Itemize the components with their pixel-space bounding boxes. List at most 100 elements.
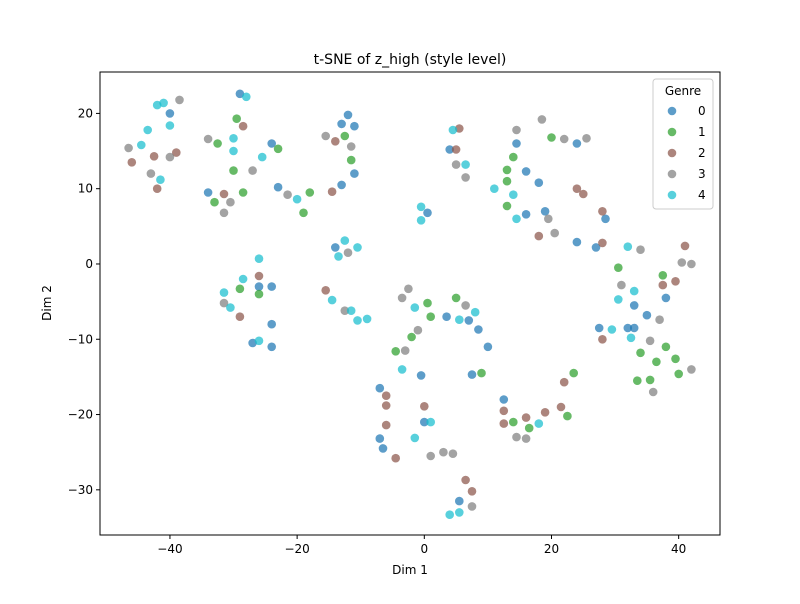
legend-title: Genre	[665, 84, 701, 98]
data-point-genre-4	[229, 146, 238, 156]
data-point-genre-4	[490, 184, 499, 193]
x-tick-label: 20	[544, 542, 559, 556]
data-point-genre-2	[540, 408, 550, 417]
data-point-genre-1	[645, 375, 655, 385]
data-point-genre-0	[540, 207, 550, 216]
data-point-genre-0	[337, 180, 346, 190]
data-point-genre-2	[327, 187, 337, 196]
data-point-genre-3	[582, 134, 591, 143]
data-point-genre-0	[375, 434, 385, 443]
data-point-genre-0	[416, 371, 426, 380]
data-point-genre-0	[483, 342, 493, 352]
data-point-genre-4	[257, 152, 267, 162]
legend-marker-genre-0	[667, 106, 677, 116]
x-tick-label: −40	[157, 542, 182, 556]
data-point-genre-2	[598, 238, 607, 248]
data-point-genre-2	[381, 391, 391, 401]
data-point-genre-4	[416, 216, 426, 225]
y-tick-label: 10	[78, 182, 93, 196]
data-point-genre-4	[410, 303, 420, 312]
legend-entries: 0 1 2 3 4	[667, 104, 706, 202]
data-point-genre-3	[467, 502, 477, 511]
x-tick-label: 40	[671, 542, 686, 556]
data-point-genre-2	[451, 145, 461, 154]
data-point-genre-2	[127, 158, 137, 167]
data-point-genre-3	[203, 134, 213, 144]
data-point-genre-1	[235, 284, 245, 294]
data-point-genre-2	[219, 189, 229, 199]
plot-frame	[99, 71, 721, 536]
data-point-genre-3	[645, 336, 655, 346]
data-point-genre-2	[381, 401, 391, 410]
data-point-genre-1	[502, 165, 512, 175]
data-point-genre-4	[362, 314, 372, 324]
data-point-genre-3	[687, 259, 696, 269]
data-point-genre-1	[509, 417, 518, 427]
data-point-genre-2	[680, 241, 690, 251]
data-point-genre-2	[499, 406, 509, 416]
data-point-genre-1	[426, 312, 436, 322]
data-point-genre-2	[499, 419, 509, 428]
data-point-genre-4	[607, 325, 617, 334]
plot-area	[100, 72, 720, 535]
data-point-genre-1	[563, 411, 572, 421]
y-tick-label: −10	[68, 332, 93, 346]
data-point-genre-2	[172, 148, 181, 157]
data-point-genre-2	[598, 207, 607, 216]
data-point-genre-1	[547, 133, 556, 142]
data-point-genre-0	[445, 145, 455, 154]
data-point-genre-3	[461, 301, 470, 310]
data-point-genre-3	[404, 284, 413, 294]
data-point-genre-2	[331, 137, 340, 146]
data-point-genre-0	[267, 139, 277, 148]
data-point-genre-4	[292, 194, 302, 204]
data-point-genre-0	[203, 188, 213, 197]
legend-label-genre-4: 4	[698, 188, 706, 202]
y-tick-label: 20	[78, 106, 93, 120]
data-point-genre-0	[455, 496, 464, 506]
data-point-genre-0	[521, 210, 531, 219]
data-point-genre-0	[464, 316, 474, 325]
data-point-genre-3	[512, 432, 521, 442]
data-point-genre-2	[149, 152, 159, 161]
data-point-genre-4	[353, 243, 362, 252]
data-point-genre-4	[143, 125, 152, 135]
data-point-genre-3	[537, 115, 547, 124]
data-point-genre-0	[534, 178, 544, 187]
data-point-genre-3	[283, 190, 292, 199]
data-point-genre-4	[626, 333, 636, 343]
data-point-genre-0	[499, 395, 509, 404]
data-point-genre-2	[467, 487, 477, 496]
data-point-genre-0	[350, 121, 359, 131]
data-point-genre-0	[337, 119, 346, 129]
data-point-genre-3	[439, 447, 448, 457]
data-point-genre-3	[544, 214, 553, 224]
data-point-genre-1	[299, 208, 308, 218]
data-point-genre-4	[455, 508, 464, 517]
data-point-genre-1	[229, 166, 238, 175]
points-layer	[124, 89, 696, 519]
data-point-genre-3	[346, 142, 356, 151]
data-point-genre-2	[658, 280, 668, 290]
y-axis-label: Dim 2	[40, 285, 54, 321]
data-point-genre-2	[559, 377, 569, 387]
data-point-genre-4	[629, 286, 639, 296]
data-point-genre-4	[534, 419, 544, 428]
data-point-genre-3	[175, 95, 184, 105]
data-point-genre-1	[238, 188, 248, 197]
data-point-genre-1	[614, 263, 623, 273]
data-point-genre-4	[242, 92, 251, 102]
data-point-genre-0	[661, 293, 671, 303]
data-point-genre-4	[219, 288, 229, 297]
data-point-genre-4	[509, 190, 518, 199]
data-point-genre-1	[502, 201, 512, 211]
data-point-genre-1	[232, 114, 241, 123]
data-point-genre-3	[165, 152, 175, 162]
data-point-genre-2	[556, 402, 566, 412]
data-point-genre-1	[213, 139, 222, 148]
data-point-genre-3	[146, 169, 156, 178]
data-point-genre-0	[343, 110, 353, 120]
data-point-genre-2	[152, 184, 162, 193]
data-point-genre-1	[636, 348, 645, 358]
